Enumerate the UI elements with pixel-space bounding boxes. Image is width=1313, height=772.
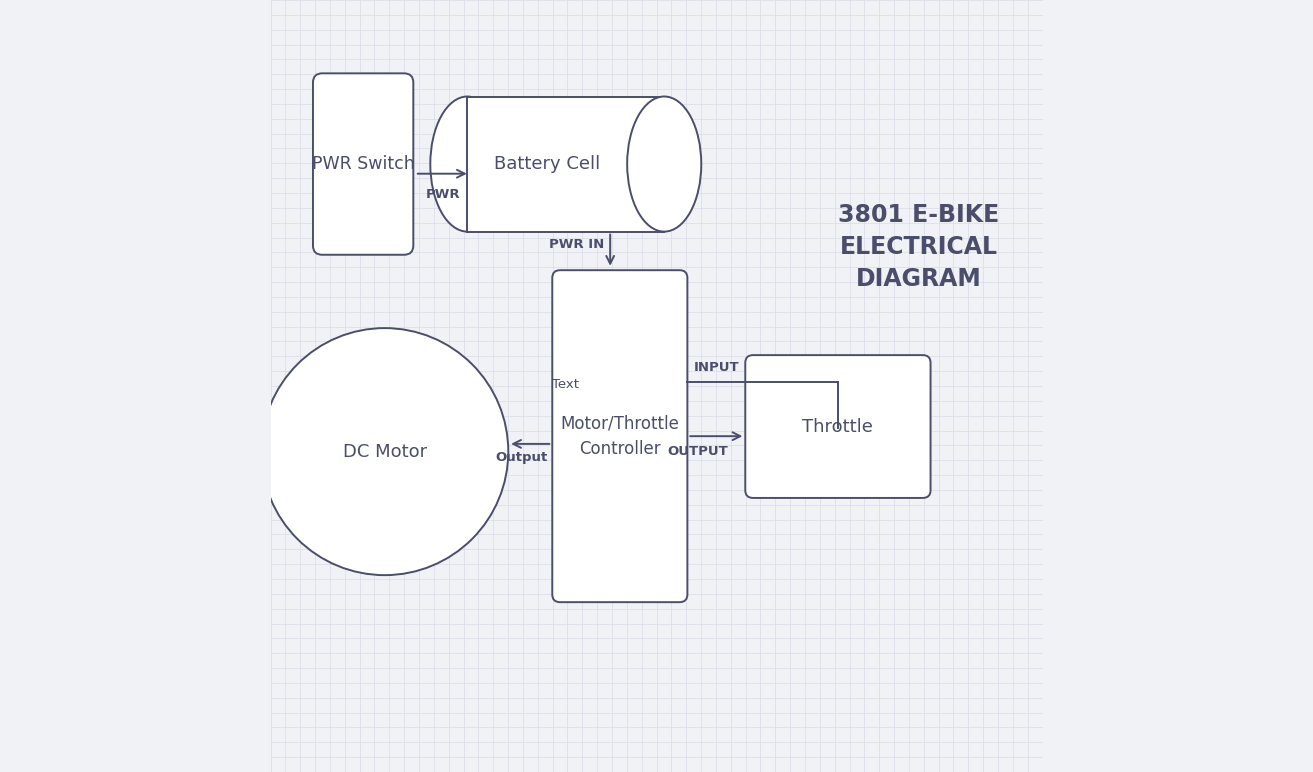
Ellipse shape	[431, 96, 504, 232]
FancyBboxPatch shape	[312, 73, 414, 255]
Text: Battery Cell: Battery Cell	[494, 155, 600, 173]
Text: Throttle: Throttle	[802, 418, 873, 435]
Text: PWR IN: PWR IN	[549, 239, 604, 251]
Text: Output: Output	[495, 451, 548, 463]
Text: DC Motor: DC Motor	[343, 442, 427, 461]
Circle shape	[261, 328, 508, 575]
Text: 3801 E-BIKE
ELECTRICAL
DIAGRAM: 3801 E-BIKE ELECTRICAL DIAGRAM	[839, 204, 999, 290]
FancyBboxPatch shape	[553, 270, 688, 602]
Text: Text: Text	[553, 378, 579, 391]
Text: PWR Switch: PWR Switch	[311, 155, 415, 173]
Text: INPUT: INPUT	[693, 361, 739, 374]
Text: PWR: PWR	[425, 188, 460, 201]
Polygon shape	[467, 96, 664, 232]
Text: OUTPUT: OUTPUT	[667, 445, 727, 458]
Ellipse shape	[628, 96, 701, 232]
Text: Motor/Throttle
Controller: Motor/Throttle Controller	[561, 415, 679, 458]
FancyBboxPatch shape	[746, 355, 931, 498]
